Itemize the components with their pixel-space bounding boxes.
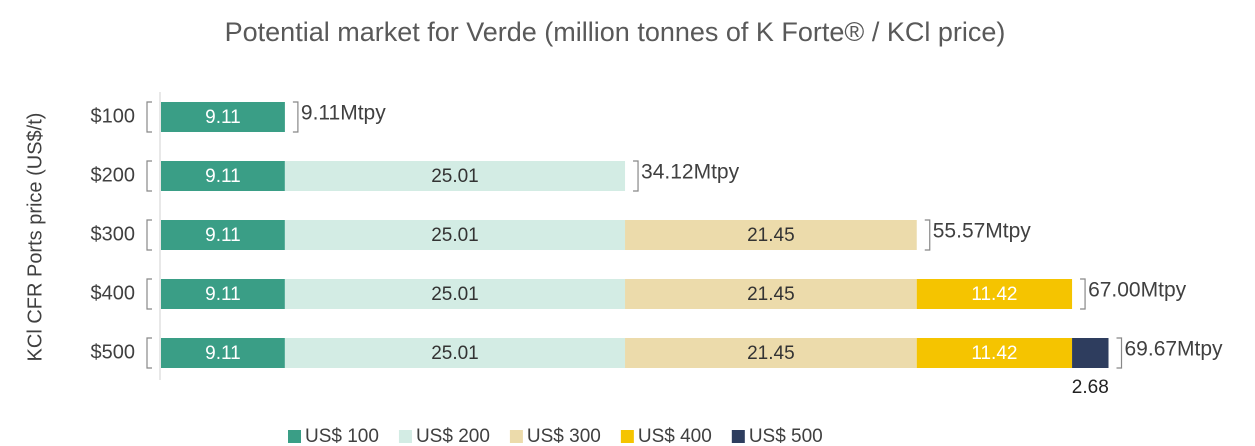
- bar-segment: [284, 161, 626, 191]
- legend-swatch: [509, 430, 523, 443]
- bracket: [146, 160, 152, 192]
- data-label: 25.01: [431, 225, 479, 246]
- data-label: 9.11: [205, 284, 241, 305]
- legend-swatch: [731, 430, 745, 443]
- data-label: 9.11: [205, 225, 241, 246]
- y-axis-label: KCl CFR Ports price (US$/t): [24, 113, 46, 362]
- chart-title: Potential market for Verde (million tonn…: [225, 17, 1006, 47]
- bar-segment: [284, 338, 626, 368]
- legend-label: US$ 300: [527, 426, 601, 446]
- data-label: 25.01: [431, 166, 479, 187]
- bar-segment: [161, 338, 285, 368]
- bar-segment: [161, 102, 285, 132]
- data-label: 21.45: [747, 225, 795, 246]
- bracket: [1116, 337, 1123, 369]
- bracket: [292, 101, 299, 133]
- bracket: [146, 337, 152, 369]
- total-label: 67.00Mtpy: [1088, 279, 1187, 302]
- data-label: 9.11: [205, 166, 241, 187]
- y-tick-label: $300: [91, 223, 136, 245]
- bar-segment: [161, 220, 285, 250]
- data-label: 2.68: [1072, 377, 1109, 398]
- bar-segment: [625, 338, 917, 368]
- bar-segment: [625, 220, 917, 250]
- y-tick-label: $400: [91, 282, 136, 304]
- legend-label: US$ 500: [749, 426, 823, 446]
- bracket: [146, 219, 152, 251]
- bar-segment: [161, 279, 285, 309]
- total-label: 55.57Mtpy: [933, 220, 1032, 243]
- legend-swatch: [620, 430, 634, 443]
- data-label: 9.11: [205, 343, 241, 364]
- total-label: 9.11Mtpy: [301, 102, 386, 125]
- legend-label: US$ 100: [305, 426, 379, 446]
- legend-swatch: [398, 430, 412, 443]
- bracket: [146, 101, 152, 133]
- total-label: 34.12Mtpy: [641, 161, 740, 184]
- bar-segment: [625, 279, 917, 309]
- data-label: 9.11: [205, 107, 241, 128]
- bracket: [1080, 278, 1086, 310]
- bar-segment: [1072, 338, 1109, 368]
- legend-label: US$ 200: [416, 426, 490, 446]
- data-label: 21.45: [747, 284, 795, 305]
- bracket: [924, 219, 931, 251]
- y-tick-label: $100: [91, 105, 136, 127]
- bar-segment: [916, 338, 1073, 368]
- legend-swatch: [288, 430, 301, 443]
- bar-segment: [916, 279, 1073, 309]
- bracket: [633, 160, 639, 192]
- y-tick-label: $500: [91, 341, 136, 363]
- data-label: 25.01: [431, 343, 479, 364]
- data-label: 21.45: [747, 343, 795, 364]
- legend-label: US$ 400: [638, 426, 712, 446]
- bracket: [146, 278, 152, 310]
- data-label: 11.42: [971, 343, 1017, 364]
- bar-segment: [284, 279, 626, 309]
- bar-segment: [161, 161, 285, 191]
- bar-segment: [284, 220, 626, 250]
- data-label: 11.42: [971, 284, 1017, 305]
- data-label: 25.01: [431, 284, 479, 305]
- y-tick-label: $200: [91, 164, 136, 186]
- total-label: 69.67Mtpy: [1125, 338, 1224, 361]
